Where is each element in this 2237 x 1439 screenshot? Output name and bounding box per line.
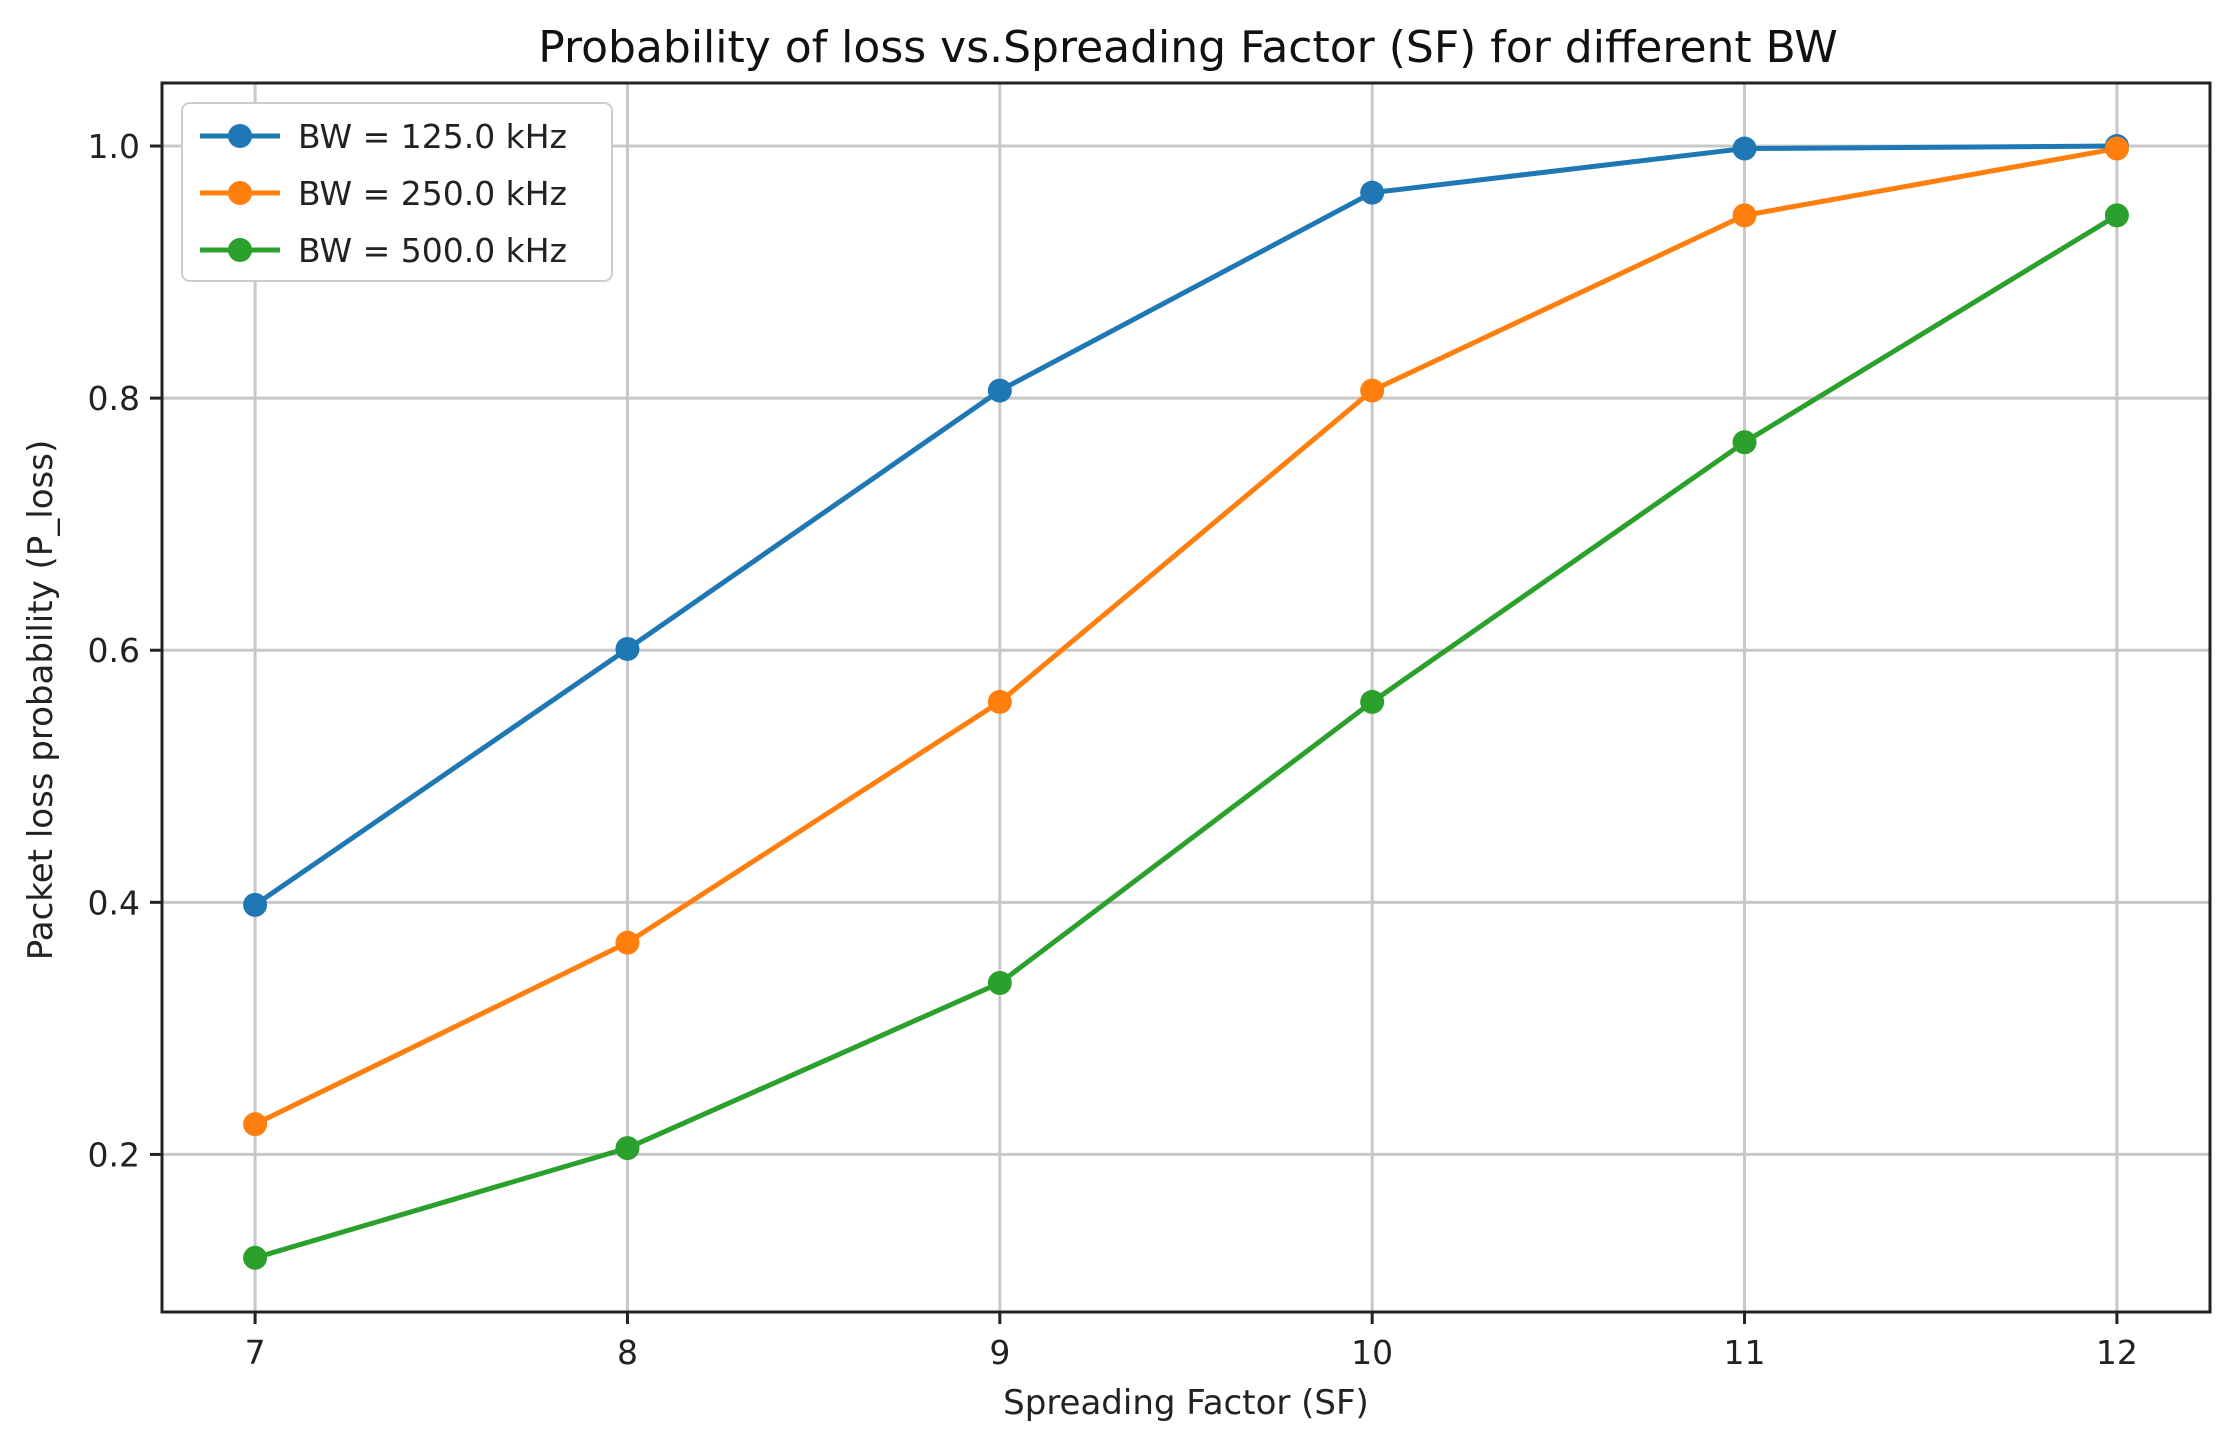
series-1-point	[1360, 180, 1385, 205]
x-axis-label: Spreading Factor (SF)	[1003, 1383, 1369, 1423]
x-tick-label: 12	[2096, 1333, 2138, 1372]
legend-marker-2	[228, 181, 252, 205]
series-1-point	[987, 378, 1012, 403]
legend-label-3: BW = 500.0 kHz	[298, 231, 567, 270]
series-line-1	[253, 143, 2117, 907]
series-markers	[243, 134, 2129, 1270]
x-tick-label: 9	[989, 1333, 1010, 1372]
series-line-3	[254, 213, 2119, 1261]
legend-label-1: BW = 125.0 kHz	[298, 117, 567, 156]
series-1-point	[243, 892, 268, 917]
y-tick-label: 0.6	[88, 631, 140, 670]
series-2-point	[1360, 378, 1385, 403]
series-1-point	[1732, 136, 1757, 161]
legend-marker-1	[228, 124, 252, 148]
series-3-point	[1732, 430, 1757, 455]
series-3-point	[1360, 689, 1385, 714]
series-2-point	[1732, 203, 1757, 228]
legend-marker-3	[228, 238, 252, 262]
series-3-point	[615, 1136, 640, 1161]
series-1-point	[615, 636, 640, 661]
legend-label-2: BW = 250.0 kHz	[298, 174, 567, 213]
x-tick-label: 11	[1724, 1333, 1766, 1372]
x-tick-label: 10	[1351, 1333, 1393, 1372]
series-3-point	[2104, 203, 2129, 228]
y-axis-ticks: 0.2 0.4 0.6 0.8 1.0	[88, 127, 162, 1174]
y-axis-label: Packet loss probability (P_loss)	[21, 440, 61, 960]
x-axis-ticks: 7 8 9 10 11 12	[245, 1312, 2138, 1372]
plot-frame	[160, 81, 2212, 1314]
x-tick-label: 8	[617, 1333, 638, 1372]
chart-title: Probability of loss vs.Spreading Factor …	[538, 22, 1838, 73]
series-2-point	[615, 930, 640, 955]
series-2-point	[243, 1112, 268, 1137]
series-3-point	[987, 971, 1012, 996]
series-2-point	[987, 689, 1012, 714]
y-tick-label: 0.8	[88, 379, 140, 418]
x-tick-label: 7	[245, 1333, 266, 1372]
y-tick-label: 0.4	[88, 883, 140, 922]
series-lines	[253, 143, 2119, 1261]
series-line-2	[253, 146, 2118, 1127]
legend-box	[181, 102, 613, 282]
series-2-point	[2104, 136, 2129, 161]
legend: BW = 125.0 kHz BW = 250.0 kHz BW = 500.0 k…	[181, 102, 613, 282]
series-3-point	[243, 1245, 268, 1270]
y-tick-label: 0.2	[88, 1135, 140, 1174]
y-tick-label: 1.0	[88, 127, 140, 166]
